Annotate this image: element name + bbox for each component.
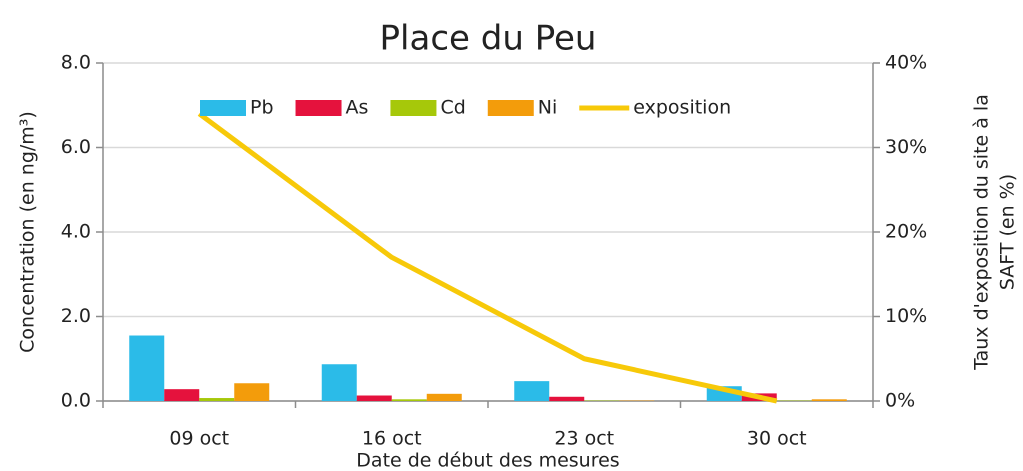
x-tick-label: 09 oct: [169, 428, 229, 450]
bar: [356, 395, 392, 401]
y2-axis-label: SAFT (en %): [997, 174, 1019, 290]
x-tick-label: 23 oct: [554, 428, 614, 450]
bar: [514, 381, 550, 401]
legend-swatch: [200, 100, 246, 116]
legend-label: As: [346, 97, 369, 119]
y2-axis-label: Taux d'exposition du site à la: [971, 94, 993, 371]
legend-swatch: [390, 100, 437, 116]
x-axis-label: Date de début des mesures: [356, 450, 619, 471]
y-tick-label: 6.0: [61, 136, 91, 158]
bar: [391, 399, 427, 401]
y2-tick-label: 10%: [885, 305, 927, 327]
line: [197, 111, 778, 404]
legend-label: Ni: [538, 97, 558, 119]
legend-label: Cd: [440, 97, 465, 119]
y-tick-label: 4.0: [61, 221, 91, 243]
y-tick-label: 8.0: [61, 52, 91, 74]
bar: [164, 389, 200, 401]
y2-tick-label: 30%: [885, 136, 927, 158]
y-tick-label: 0.0: [61, 390, 91, 412]
y2-tick-label: 20%: [885, 221, 927, 243]
y2-tick-label: 40%: [885, 52, 927, 74]
legend-label: exposition: [633, 97, 731, 119]
bar: [129, 335, 165, 401]
y2-tick-label: 0%: [885, 390, 915, 412]
legend-swatch: [487, 100, 534, 116]
bar: [811, 399, 847, 401]
chart-title: Place du Peu: [380, 19, 597, 59]
bar: [199, 398, 235, 401]
y-tick-label: 2.0: [61, 305, 91, 327]
x-tick-label: 16 oct: [362, 428, 422, 450]
bar: [549, 396, 585, 401]
legend-swatch: [295, 100, 342, 116]
bar: [426, 393, 462, 401]
bar: [321, 364, 357, 401]
x-tick-label: 30 oct: [747, 428, 807, 450]
bar: [234, 383, 270, 401]
y-axis-label: Concentration (en ng/m³): [17, 111, 39, 353]
legend-label: Pb: [250, 97, 274, 119]
